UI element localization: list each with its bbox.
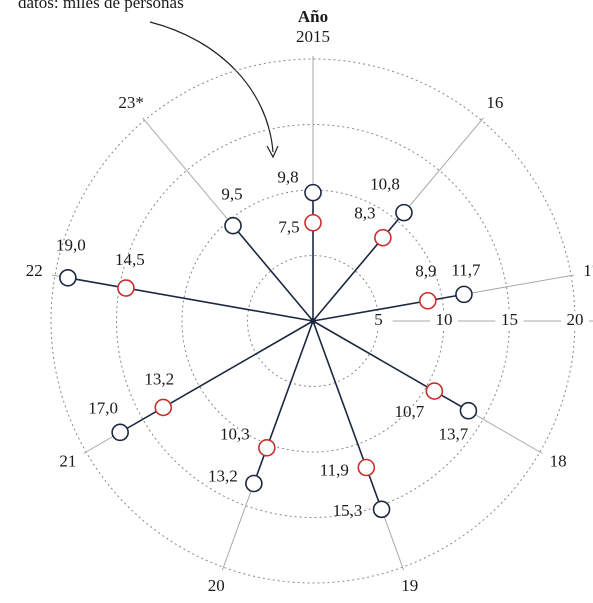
- value-label: 13,7: [439, 425, 469, 444]
- point: [117, 279, 135, 297]
- value-label: 7,5: [278, 218, 299, 237]
- category-label: 21: [59, 451, 76, 470]
- value-label: 17,0: [88, 398, 118, 417]
- arrow-head: [266, 145, 279, 159]
- category-label: 17: [583, 261, 593, 280]
- value-label: 14,5: [115, 250, 145, 269]
- value-line: [67, 276, 314, 322]
- value-label: 19,0: [56, 236, 86, 255]
- value-label: 9,8: [277, 168, 298, 187]
- annotation: datos: miles de personas: [18, 0, 184, 12]
- chart-title: Año: [298, 7, 328, 26]
- r-tick-label: 20: [567, 310, 584, 329]
- value-label: 10,8: [370, 175, 400, 194]
- point: [372, 500, 391, 519]
- tick-label-bg: [495, 311, 524, 331]
- value-label: 15,3: [333, 501, 363, 520]
- point: [455, 285, 473, 304]
- point: [111, 423, 129, 442]
- center: [310, 318, 316, 324]
- value-label: 13,2: [208, 466, 238, 485]
- point: [59, 268, 77, 287]
- category-label: 18: [550, 451, 567, 470]
- value-line: [119, 320, 314, 434]
- value-line: [312, 293, 465, 322]
- r-tick-label: 15: [501, 310, 518, 329]
- value-label: 10,3: [220, 425, 250, 444]
- point: [224, 216, 242, 235]
- category-label: 2015: [296, 27, 330, 46]
- point: [459, 401, 478, 420]
- tick-label-bg: [430, 311, 458, 331]
- category-label: 20: [208, 576, 225, 595]
- value-line: [312, 212, 405, 322]
- point: [245, 474, 263, 493]
- point: [395, 203, 413, 222]
- point: [304, 213, 322, 232]
- category-label: 16: [486, 93, 503, 112]
- tick-label-bg: [364, 311, 393, 331]
- value-label: 10,7: [395, 402, 425, 421]
- value-label: 8,3: [354, 204, 375, 223]
- tick-label-bg: [561, 311, 589, 331]
- point: [419, 291, 437, 310]
- point: [425, 382, 444, 400]
- point: [154, 398, 173, 417]
- point: [374, 228, 392, 247]
- value-label: 11,7: [451, 260, 481, 279]
- r-tick-label: 5: [374, 310, 383, 329]
- value-label: 13,2: [144, 369, 174, 388]
- value-label: 9,5: [221, 185, 242, 204]
- category-label: 22: [26, 261, 43, 280]
- value-label: 11,9: [320, 460, 349, 479]
- value-label: 8,9: [415, 262, 436, 281]
- value-line: [312, 320, 469, 412]
- point: [304, 183, 322, 202]
- category-label: 23*: [118, 93, 144, 112]
- category-label: 19: [401, 576, 418, 595]
- r-tick-label: 10: [436, 310, 453, 329]
- point: [357, 458, 376, 477]
- point: [258, 438, 276, 457]
- value-line: [232, 225, 314, 322]
- value-line: [312, 320, 383, 510]
- annotation-arrow: [149, 21, 274, 153]
- value-line: [253, 320, 314, 484]
